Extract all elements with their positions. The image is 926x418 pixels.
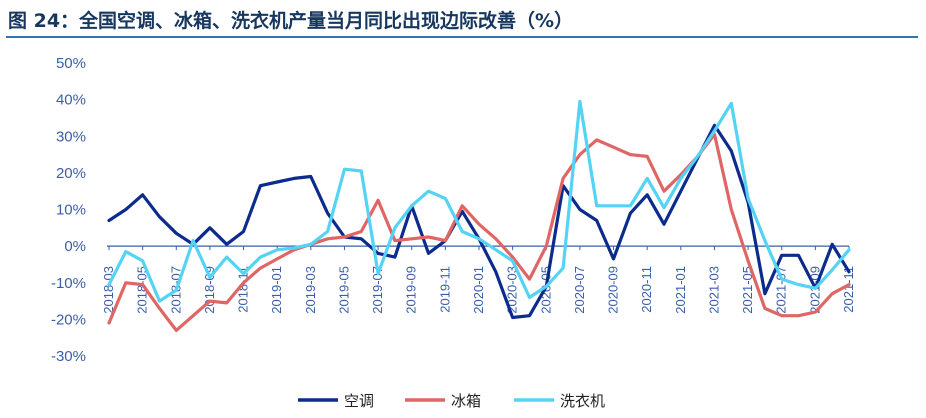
y-tick-label: 40% — [56, 92, 86, 109]
x-tick-label: 2020-09 — [606, 266, 621, 314]
y-tick-label: -10% — [51, 275, 86, 292]
series-lines — [107, 99, 851, 332]
series-line-2 — [107, 132, 851, 332]
x-tick-label: 2018-11 — [236, 266, 251, 313]
y-tick-label: 50% — [56, 55, 86, 72]
y-tick-label: 20% — [56, 165, 86, 182]
x-tick-label: 2020-11 — [639, 266, 654, 313]
y-tick-label: -20% — [51, 311, 86, 328]
x-tick-label: 2019-11 — [437, 266, 452, 313]
x-tick-label: 2020-01 — [471, 266, 486, 314]
x-tick-label: 2021-01 — [673, 266, 688, 314]
x-tick-label: 2020-07 — [572, 266, 587, 314]
y-tick-label: -30% — [51, 348, 86, 365]
x-tick-label: 2021-11 — [841, 266, 856, 313]
x-tick-label: 2019-05 — [336, 266, 351, 314]
x-tick-label: 2019-09 — [404, 266, 419, 314]
legend-label: 空调 — [344, 392, 374, 410]
legend-label: 冰箱 — [451, 392, 481, 410]
x-tick-label: 2021-03 — [706, 266, 721, 314]
legend-label: 洗衣机 — [560, 392, 605, 410]
y-axis: -30% -20% -10% 0% 10% 20% 30% 40% 50% — [51, 55, 86, 365]
x-tick-label: 2019-07 — [370, 266, 385, 314]
series-line-3 — [107, 99, 851, 303]
x-tick-label: 2018-05 — [135, 266, 150, 314]
y-tick-label: 30% — [56, 128, 86, 145]
y-tick-label: 10% — [56, 202, 86, 219]
legend: 空调 冰箱 洗衣机 — [298, 392, 605, 410]
y-tick-label: 0% — [64, 238, 86, 255]
x-tick-label: 2019-01 — [269, 266, 284, 314]
x-axis: 2018-03 2018-05 2018-07 2018-09 2018-11 2019-… — [101, 246, 856, 314]
figure-title: 图 24：全国空调、冰箱、洗衣机产量当月同比出现边际改善（%） — [8, 10, 574, 32]
x-tick-label: 2019-03 — [303, 266, 318, 314]
title-rule — [6, 36, 918, 38]
x-tick-label: 2021-05 — [740, 266, 755, 314]
x-tick-label: 2021-07 — [774, 266, 789, 314]
